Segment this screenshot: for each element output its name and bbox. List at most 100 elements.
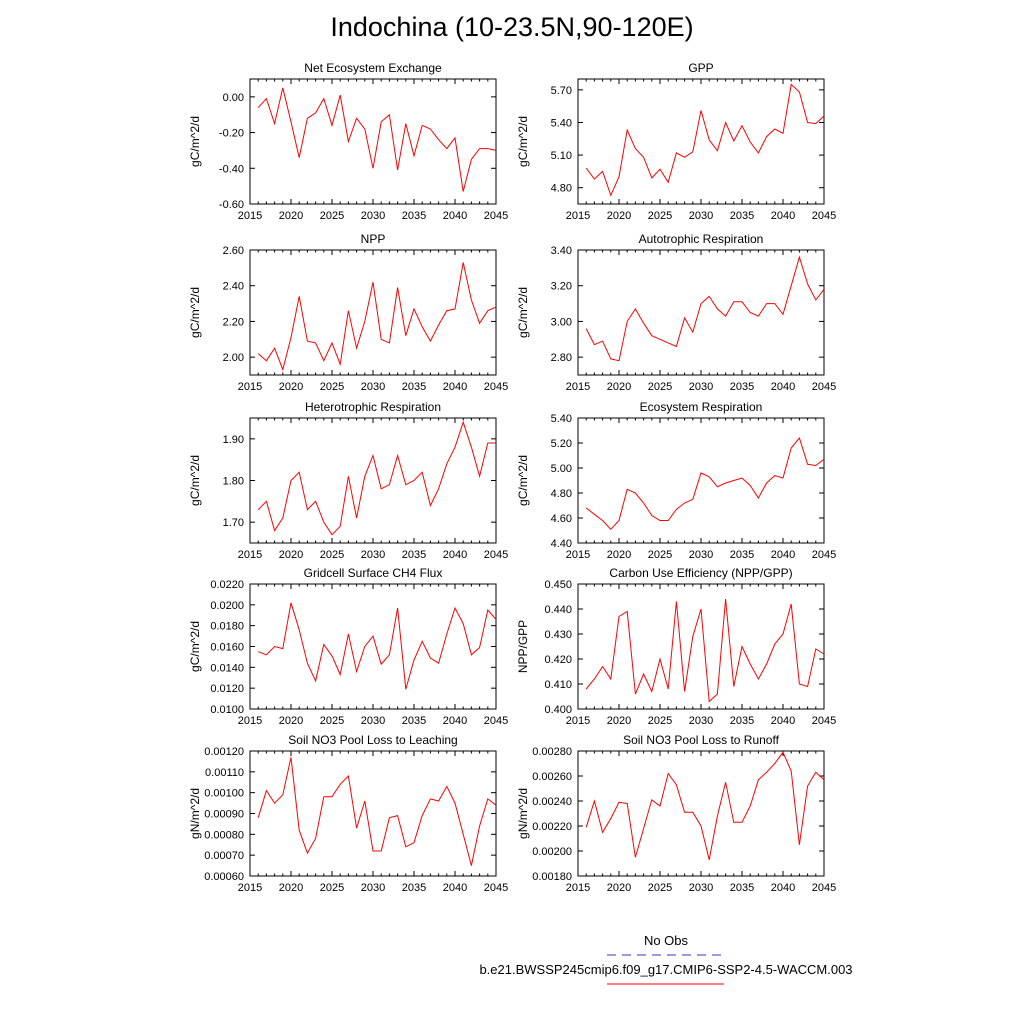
panel-4-xtick-label: 2015 xyxy=(566,381,590,393)
panel-6-series-line xyxy=(585,436,825,531)
panel-3-xtick-label: 2020 xyxy=(279,381,303,393)
panel-9-ytick-label: 0.00100 xyxy=(204,788,244,800)
panel-9-xtick-label: 2015 xyxy=(238,882,262,894)
panel-2-xtick-label: 2025 xyxy=(648,210,672,222)
panel-1-ytick-label: -0.20 xyxy=(219,128,244,140)
panel-5-xtick-label: 2035 xyxy=(402,549,426,561)
panel-1-xtick-label: 2035 xyxy=(402,210,426,222)
panel-7-xtick-label: 2015 xyxy=(238,715,262,727)
panel-9-xtick-label: 2025 xyxy=(320,882,344,894)
panel-10-xtick-label: 2030 xyxy=(689,882,713,894)
panel-2-title: GPP xyxy=(688,61,713,75)
panel-8-ytick-label: 0.430 xyxy=(544,629,572,641)
panel-4-ytick-label: 3.00 xyxy=(551,316,572,328)
panel-10-ytick-label: 0.00240 xyxy=(532,796,572,808)
panel-7-ytick-label: 0.0120 xyxy=(210,683,244,695)
panel-6-xtick-label: 2040 xyxy=(771,549,795,561)
panel-6-xtick-label: 2035 xyxy=(730,549,754,561)
panel-7-frame xyxy=(249,583,497,710)
panel-4-xtick-label: 2020 xyxy=(607,381,631,393)
panel-9-frame xyxy=(249,750,497,877)
panel-4-xtick-label: 2030 xyxy=(689,381,713,393)
panel-9-xtick-label: 2030 xyxy=(361,882,385,894)
panel-8-frame xyxy=(577,583,825,710)
panel-2-ytick-label: 5.40 xyxy=(551,117,572,129)
panel-10-xtick-label: 2025 xyxy=(648,882,672,894)
panel-4-ytick-label: 3.20 xyxy=(551,281,572,293)
panel-2-xtick-label: 2015 xyxy=(566,210,590,222)
panel-2-ytick-label: 4.80 xyxy=(551,183,572,195)
panel-5-xtick-label: 2030 xyxy=(361,549,385,561)
panel-9-ytick-label: 0.00080 xyxy=(204,829,244,841)
panel-4-ylabel: gC/m^2/d xyxy=(516,287,530,338)
panel-6-xtick-label: 2030 xyxy=(689,549,713,561)
panel-3-ytick-label: 2.20 xyxy=(223,316,244,328)
panel-6-xtick-label: 2020 xyxy=(607,549,631,561)
panel-4-xtick-label: 2035 xyxy=(730,381,754,393)
panel-2-xtick-label: 2035 xyxy=(730,210,754,222)
legend-model-label: b.e21.BWSSP245cmip6.f09_g17.CMIP6-SSP2-4… xyxy=(479,962,853,977)
panel-9-series-line xyxy=(257,757,497,866)
panel-6-xtick-label: 2015 xyxy=(566,549,590,561)
panel-3-ytick-label: 2.60 xyxy=(223,245,244,257)
panel-8-xtick-label: 2020 xyxy=(607,715,631,727)
panel-2-series-line xyxy=(585,83,825,197)
panel-3-xtick-label: 2025 xyxy=(320,381,344,393)
panel-4-frame xyxy=(577,249,825,376)
panel-4-ytick-label: 3.40 xyxy=(551,245,572,257)
panel-8-xtick-label: 2035 xyxy=(730,715,754,727)
panel-7-series-line xyxy=(258,602,497,690)
panel-6-ytick-label: 4.80 xyxy=(551,488,572,500)
panel-6-title: Ecosystem Respiration xyxy=(640,400,763,414)
panel-2-xtick-label: 2040 xyxy=(771,210,795,222)
panel-1-xtick-label: 2045 xyxy=(484,210,508,222)
panel-10-frame xyxy=(577,750,825,877)
panel-4-series-line xyxy=(585,255,825,362)
panel-8-xtick-label: 2025 xyxy=(648,715,672,727)
panel-6-xtick-label: 2045 xyxy=(812,549,836,561)
panel-3-ytick-label: 2.00 xyxy=(223,352,244,364)
panel-1-series-line xyxy=(257,87,497,192)
panel-10-xtick-label: 2035 xyxy=(730,882,754,894)
panel-10-ytick-label: 0.00220 xyxy=(532,821,572,833)
panel-1-xtick-label: 2025 xyxy=(320,210,344,222)
panel-1-ylabel: gC/m^2/d xyxy=(188,116,202,167)
panel-5-xtick-label: 2025 xyxy=(320,549,344,561)
panel-10-xtick-label: 2045 xyxy=(812,882,836,894)
panel-4-ytick-label: 2.80 xyxy=(551,352,572,364)
panel-4-xtick-label: 2045 xyxy=(812,381,836,393)
panel-1-xtick-label: 2040 xyxy=(443,210,467,222)
panel-2-ytick-label: 5.70 xyxy=(551,85,572,97)
panel-8-xtick-label: 2015 xyxy=(566,715,590,727)
panel-8-ytick-label: 0.400 xyxy=(544,704,572,716)
panel-7-ytick-label: 0.0160 xyxy=(210,642,244,654)
panel-6-ytick-label: 4.40 xyxy=(551,538,572,550)
panel-3-series-line xyxy=(257,262,497,372)
panel-10-xtick-label: 2020 xyxy=(607,882,631,894)
panel-10-title: Soil NO3 Pool Loss to Runoff xyxy=(623,733,780,747)
panel-8-xtick-label: 2045 xyxy=(812,715,836,727)
panel-7-xtick-label: 2025 xyxy=(320,715,344,727)
panel-6-ytick-label: 5.40 xyxy=(551,413,572,425)
panel-7-xtick-label: 2020 xyxy=(279,715,303,727)
panel-6-ytick-label: 5.20 xyxy=(551,438,572,450)
panel-8-ylabel: NPP/GPP xyxy=(516,620,530,673)
panel-2-ytick-label: 5.10 xyxy=(551,150,572,162)
panel-8-ytick-label: 0.410 xyxy=(544,679,572,691)
panel-2-frame xyxy=(577,78,825,205)
panel-7-xtick-label: 2035 xyxy=(402,715,426,727)
panel-3-xtick-label: 2045 xyxy=(484,381,508,393)
page-title: Indochina (10-23.5N,90-120E) xyxy=(330,12,694,42)
panel-9-xtick-label: 2035 xyxy=(402,882,426,894)
legend-obs-label: No Obs xyxy=(643,933,689,948)
panel-7-ytick-label: 0.0180 xyxy=(210,621,244,633)
panel-9-xtick-label: 2045 xyxy=(484,882,508,894)
panel-1-xtick-label: 2020 xyxy=(279,210,303,222)
panel-9-ytick-label: 0.00070 xyxy=(204,850,244,862)
panel-5-xtick-label: 2045 xyxy=(484,549,508,561)
panel-5-ytick-label: 1.90 xyxy=(223,434,244,446)
panel-7-ytick-label: 0.0200 xyxy=(210,600,244,612)
panel-1-ytick-label: -0.40 xyxy=(219,163,244,175)
panel-10-xtick-label: 2015 xyxy=(566,882,590,894)
